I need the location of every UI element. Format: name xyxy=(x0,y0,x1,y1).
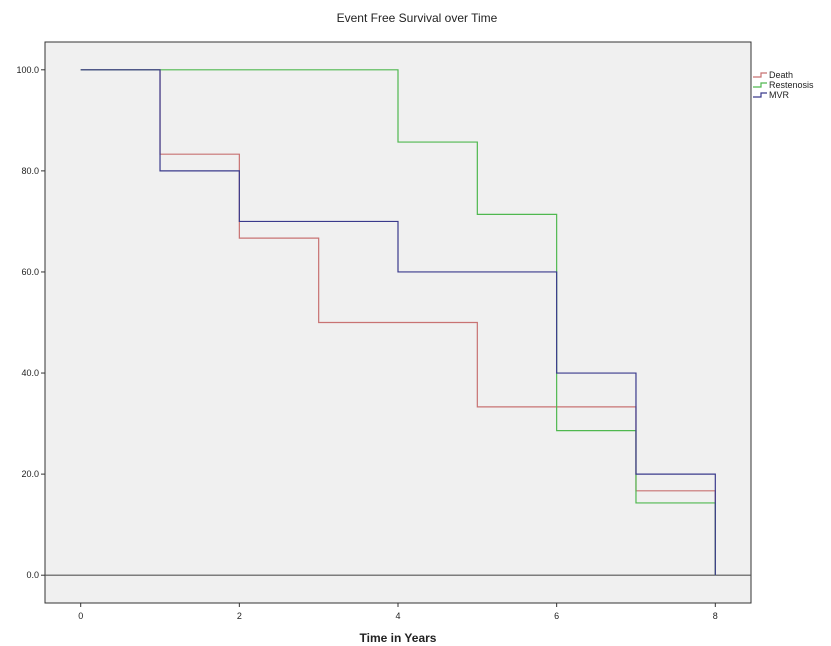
legend-label-restenosis: Restenosis xyxy=(769,80,814,90)
y-tick-label: 0.0 xyxy=(26,570,39,580)
series-layer xyxy=(80,69,716,576)
series-line-restenosis xyxy=(80,69,716,576)
y-tick-label: 20.0 xyxy=(21,469,39,479)
x-tick-label: 8 xyxy=(713,611,718,621)
legend-label-mvr: MVR xyxy=(769,90,790,100)
series-line-mvr xyxy=(80,69,716,576)
y-axis: 0.0 20.0 40.0 60.0 80.0 100.0 xyxy=(16,65,45,580)
y-tick-label: 40.0 xyxy=(21,368,39,378)
x-tick-label: 6 xyxy=(554,611,559,621)
x-tick-label: 4 xyxy=(395,611,400,621)
legend-label-death: Death xyxy=(769,70,793,80)
y-tick-label: 100.0 xyxy=(16,65,39,75)
legend-swatch-death xyxy=(753,72,767,78)
x-axis-label: Time in Years xyxy=(360,631,437,645)
x-axis: 0 2 4 6 8 xyxy=(78,603,718,621)
y-tick-label: 80.0 xyxy=(21,166,39,176)
y-tick-label: 60.0 xyxy=(21,267,39,277)
x-tick-label: 0 xyxy=(78,611,83,621)
chart-title: Event Free Survival over Time xyxy=(337,11,498,25)
x-tick-label: 2 xyxy=(237,611,242,621)
legend-swatch-restenosis xyxy=(753,82,767,88)
legend-swatch-mvr xyxy=(753,92,767,98)
